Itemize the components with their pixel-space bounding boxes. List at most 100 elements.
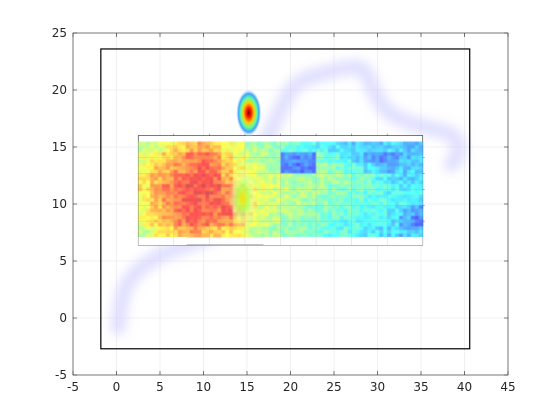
heatmap-cell: [248, 166, 254, 171]
heatmap-cell: [169, 184, 175, 188]
heatmap-cell: [371, 148, 376, 153]
heatmap-cell: [154, 205, 159, 210]
heatmap-cell: [335, 173, 341, 178]
heatmap-cell: [375, 148, 380, 153]
heatmap-cell: [272, 212, 277, 217]
heatmap-cell: [158, 187, 163, 192]
heatmap-cell: [300, 141, 305, 146]
heatmap-cell: [308, 198, 313, 203]
heatmap-cell: [359, 145, 364, 150]
heatmap-cell: [304, 176, 309, 181]
heatmap-cell: [221, 187, 226, 192]
heatmap-cell: [221, 198, 226, 203]
heatmap-cell: [256, 145, 262, 150]
heatmap-cell: [221, 201, 226, 206]
heatmap-cell: [181, 212, 187, 217]
heatmap-cell: [272, 166, 277, 171]
heatmap-cell: [406, 229, 412, 234]
heatmap-cell: [272, 194, 277, 199]
heatmap-cell: [213, 201, 218, 206]
heatmap-cell: [371, 169, 376, 174]
heatmap-cell: [260, 141, 266, 146]
heatmap-cell: [260, 184, 266, 188]
heatmap-cell: [327, 219, 333, 224]
heatmap-cell: [150, 226, 155, 231]
heatmap-cell: [335, 166, 341, 171]
heatmap-cell: [351, 180, 356, 185]
heatmap-cell: [197, 148, 202, 153]
heatmap-cell: [379, 215, 384, 220]
heatmap-cell: [343, 141, 349, 146]
heatmap-cell: [284, 212, 289, 217]
heatmap-cell: [165, 219, 171, 224]
heatmap-cell: [276, 184, 281, 188]
heatmap-cell: [402, 155, 408, 160]
heatmap-cell: [209, 176, 214, 181]
heatmap-cell: [391, 166, 396, 171]
heatmap-cell: [185, 201, 191, 206]
heatmap-cell: [260, 198, 266, 203]
heatmap-cell: [256, 219, 262, 224]
heatmap-cell: [320, 208, 325, 213]
heatmap-cell: [276, 141, 281, 146]
heatmap-cell: [399, 148, 404, 153]
heatmap-cell: [161, 159, 167, 164]
heatmap-cell: [391, 180, 396, 185]
heatmap-cell: [217, 233, 222, 238]
heatmap-cell: [138, 222, 143, 227]
heatmap-cell: [343, 176, 349, 181]
heatmap-cell: [308, 184, 313, 188]
heatmap-cell: [161, 184, 167, 188]
heatmap-cell: [327, 155, 333, 160]
heatmap-cell: [402, 152, 408, 157]
heatmap-cell: [181, 184, 187, 188]
heatmap-cell: [418, 169, 424, 174]
heatmap-cell: [410, 141, 416, 146]
heatmap-cell: [264, 229, 270, 234]
heatmap-cell: [312, 159, 317, 164]
heatmap-cell: [402, 229, 408, 234]
heatmap-cell: [197, 141, 202, 146]
heatmap-cell: [229, 222, 234, 227]
heatmap-cell: [173, 162, 179, 167]
heatmap-cell: [201, 194, 206, 199]
x-tick-label: 5: [156, 380, 164, 394]
heatmap-cell: [221, 219, 226, 224]
heatmap-cell: [395, 145, 400, 150]
heatmap-cell: [201, 184, 206, 188]
heatmap-cell: [312, 148, 317, 153]
heatmap-cell: [414, 229, 420, 234]
heatmap-cell: [335, 219, 341, 224]
heatmap-cell: [375, 152, 380, 157]
heatmap-cell: [197, 226, 202, 231]
heatmap-cell: [399, 194, 404, 199]
heatmap-cell: [406, 155, 412, 160]
heatmap-cell: [213, 159, 218, 164]
heatmap-cell: [379, 219, 384, 224]
heatmap-cell: [233, 229, 238, 234]
heatmap-cell: [327, 208, 333, 213]
heatmap-cell: [383, 155, 388, 160]
heatmap-cell: [165, 184, 171, 188]
heatmap-cell: [395, 173, 400, 178]
heatmap-cell: [213, 180, 218, 185]
heatmap-cell: [363, 191, 368, 196]
inset-blank-strip: [263, 237, 423, 246]
heatmap-cell: [260, 233, 266, 238]
heatmap-cell: [256, 187, 262, 192]
heatmap-cell: [284, 166, 289, 171]
heatmap-cell: [189, 219, 194, 224]
heatmap-cell: [177, 222, 183, 227]
heatmap-cell: [276, 233, 281, 238]
heatmap-cell: [268, 187, 273, 192]
heatmap-cell: [229, 141, 234, 146]
heatmap-cell: [379, 198, 384, 203]
heatmap-cell: [165, 173, 171, 178]
heatmap-cell: [312, 180, 317, 185]
heatmap-cell: [268, 205, 273, 210]
heatmap-cell: [312, 145, 317, 150]
heatmap-cell: [383, 219, 388, 224]
heatmap-cell: [185, 155, 191, 160]
heatmap-cell: [264, 215, 270, 220]
heatmap-cell: [288, 194, 293, 199]
